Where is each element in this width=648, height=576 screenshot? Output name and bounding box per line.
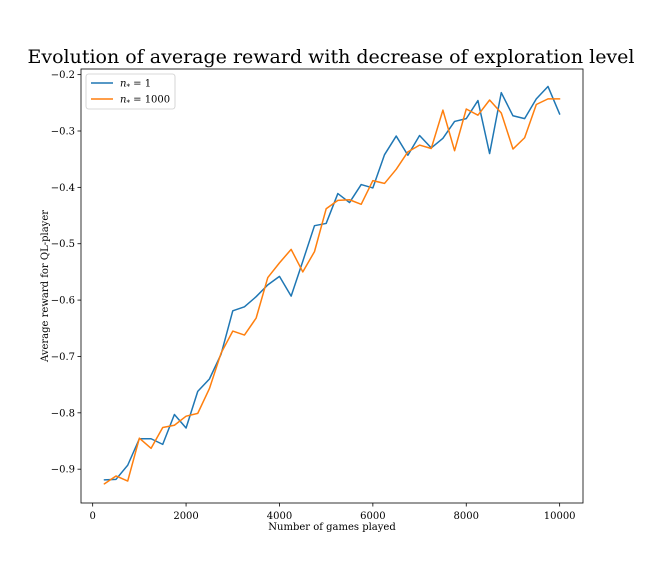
series-lines (103, 85, 561, 485)
legend-label: n* = 1000 (120, 95, 170, 108)
y-tick-label: −0.3 (51, 127, 75, 138)
x-axis-label: Number of games played (268, 522, 396, 533)
y-axis: −0.9 −0.8 −0.7 −0.6 −0.5 −0.4 −0.3 −0.2 (51, 70, 81, 476)
x-tick-label: 4000 (267, 511, 292, 522)
x-tick-label: 0 (89, 511, 95, 522)
legend: n* = 1 n* = 1000 (85, 73, 176, 110)
y-tick-label: −0.9 (51, 465, 75, 476)
x-tick-label: 2000 (173, 511, 198, 522)
y-tick-label: −0.8 (51, 408, 75, 419)
x-tick-label: 8000 (454, 511, 479, 522)
series-line-1 (103, 85, 561, 481)
legend-label: n* = 1 (120, 79, 151, 92)
y-axis-label: Average reward for QL-player (40, 210, 51, 363)
x-tick-label: 10000 (544, 511, 576, 522)
x-tick-label: 6000 (360, 511, 385, 522)
plot-area (80, 68, 584, 504)
series-line-2 (103, 98, 561, 485)
y-tick-label: −0.6 (51, 296, 75, 307)
y-tick-label: −0.5 (51, 239, 75, 250)
chart-title: Evolution of average reward with decreas… (27, 46, 634, 68)
y-tick-label: −0.7 (51, 352, 75, 363)
y-tick-label: −0.2 (51, 70, 75, 81)
x-axis: 0 2000 4000 6000 8000 10000 (89, 503, 576, 522)
y-tick-label: −0.4 (51, 183, 75, 194)
